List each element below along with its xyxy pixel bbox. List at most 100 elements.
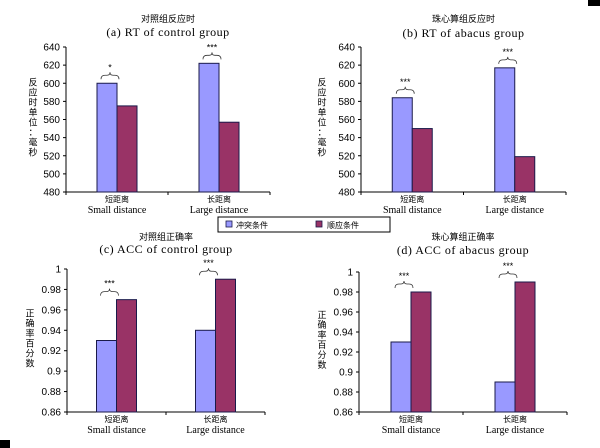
y-tick-label: 480 [338,188,355,199]
y-tick-label: 600 [43,79,60,90]
y-tick-label: 480 [43,188,60,199]
chart-title-cn: 珠心算组反应时 [432,13,495,25]
significance-label: *** [399,271,410,281]
significance-brace [199,268,218,276]
x-tick-label: Small distance [382,425,441,436]
x-tick-label-cn: 短距离 [399,414,423,424]
significance-brace [100,288,119,296]
bar-conflict-small [96,340,117,413]
legend: 冲突条件 顺应条件 [217,216,391,233]
y-axis-label: 正确率百分数 [25,310,34,370]
y-tick-label: 600 [338,79,355,90]
bar-conflict-small [390,341,412,413]
y-tick-label: 0.96 [334,308,354,319]
significance-label: *** [503,261,514,271]
chart-title: (a) RT of control group [106,25,229,39]
bar-congruent-small [411,128,433,193]
bar-congruent-small [410,291,432,413]
y-tick-label: 0.88 [334,388,354,399]
significance-label: *** [203,258,214,268]
y-tick-label: 540 [43,133,60,144]
y-tick-label: 0.94 [42,326,62,337]
y-tick-label: 620 [43,61,60,72]
y-tick-label: 0.86 [42,408,62,419]
y-tick-label: 0.92 [42,346,62,357]
y-tick-label: 1 [347,268,353,279]
significance-label: *** [207,42,218,52]
bar-conflict-large [494,67,516,193]
x-tick-label-cn: 短距离 [400,194,424,204]
chart-panel-0: 对照组反应时(a) RT of control group 480 500 520 54… [28,13,271,216]
y-tick-label: 0.88 [42,387,62,398]
legend-swatch-conflict [225,220,233,228]
y-tick-label: 620 [338,61,355,72]
y-tick-label: 500 [43,169,60,180]
bar-congruent-large [514,156,536,193]
y-tick-label: 0.98 [42,285,62,296]
significance-brace [202,52,222,60]
y-axis-label: 正确率百分数 [317,311,326,371]
chart-panel-1: 珠心算组反应时(b) RT of abacus group 480 500 520 54… [317,13,567,216]
significance-brace [394,280,414,289]
bar-conflict-small [96,82,118,193]
bar-congruent-large [215,278,236,413]
y-tick-label: 0.98 [334,288,354,299]
x-tick-label: Small distance [87,425,146,436]
significance-brace [498,56,518,64]
chart-title: (b) RT of abacus group [402,26,524,40]
x-tick-label-cn: 长距离 [503,414,527,424]
y-tick-label: 640 [338,43,355,54]
significance-brace [100,72,120,80]
y-tick-label: 520 [338,151,355,162]
chart-panel-2: 对照组正确率(c) ACC of control group 0.86 0.88 0.… [25,231,266,436]
y-tick-label: 560 [43,115,60,126]
bar-conflict-large [195,329,216,413]
bar-congruent-large [218,121,240,193]
y-tick-label: 0.96 [42,305,62,316]
x-tick-label-cn: 长距离 [207,194,231,204]
significance-brace [395,86,415,94]
significance-label: * [108,62,112,72]
significance-label: *** [400,77,411,87]
x-tick-label-cn: 长距离 [503,194,527,204]
legend-box [217,216,391,233]
legend-label-conflict: 冲突条件 [236,220,268,230]
bar-congruent-small [116,299,137,413]
y-tick-label: 0.92 [334,348,354,359]
y-tick-label: 0.9 [47,367,61,378]
corner-mark-top-right [588,0,600,6]
bar-conflict-large [198,62,220,193]
y-tick-label: 640 [43,43,60,54]
chart-panel-3: 珠心算组正确率(d) ACC of abacus group 0.86 0.88 0.… [317,231,568,436]
y-axis-label: 反应时单位：毫秒 [317,78,326,159]
y-tick-label: 520 [43,151,60,162]
legend-label-congruent: 顺应条件 [327,220,359,230]
chart-title: (c) ACC of control group [99,242,232,256]
y-tick-label: 0.86 [334,408,354,419]
x-tick-label: Small distance [383,205,442,216]
chart-title-cn: 珠心算组正确率 [431,231,494,243]
x-tick-label: Large distance [186,425,245,436]
y-tick-label: 1 [55,265,61,276]
y-tick-label: 580 [338,97,355,108]
y-tick-label: 540 [338,133,355,144]
y-tick-label: 560 [338,115,355,126]
bar-congruent-large [514,281,536,413]
chart-title-cn: 对照组反应时 [141,13,195,25]
y-tick-label: 500 [338,169,355,180]
y-tick-label: 0.9 [339,368,353,379]
significance-label: *** [502,47,513,57]
x-tick-label: Large distance [486,425,545,436]
corner-mark-bottom-left [0,440,10,448]
legend-swatch-congruent [315,220,323,228]
significance-label: *** [104,279,115,289]
significance-brace [498,270,518,279]
x-tick-label: Large distance [190,205,249,216]
bar-congruent-small [116,105,138,193]
x-tick-label-cn: 长距离 [204,414,228,424]
x-tick-label: Large distance [486,205,545,216]
y-tick-label: 0.94 [334,328,354,339]
bar-conflict-large [494,381,516,413]
y-tick-label: 580 [43,97,60,108]
